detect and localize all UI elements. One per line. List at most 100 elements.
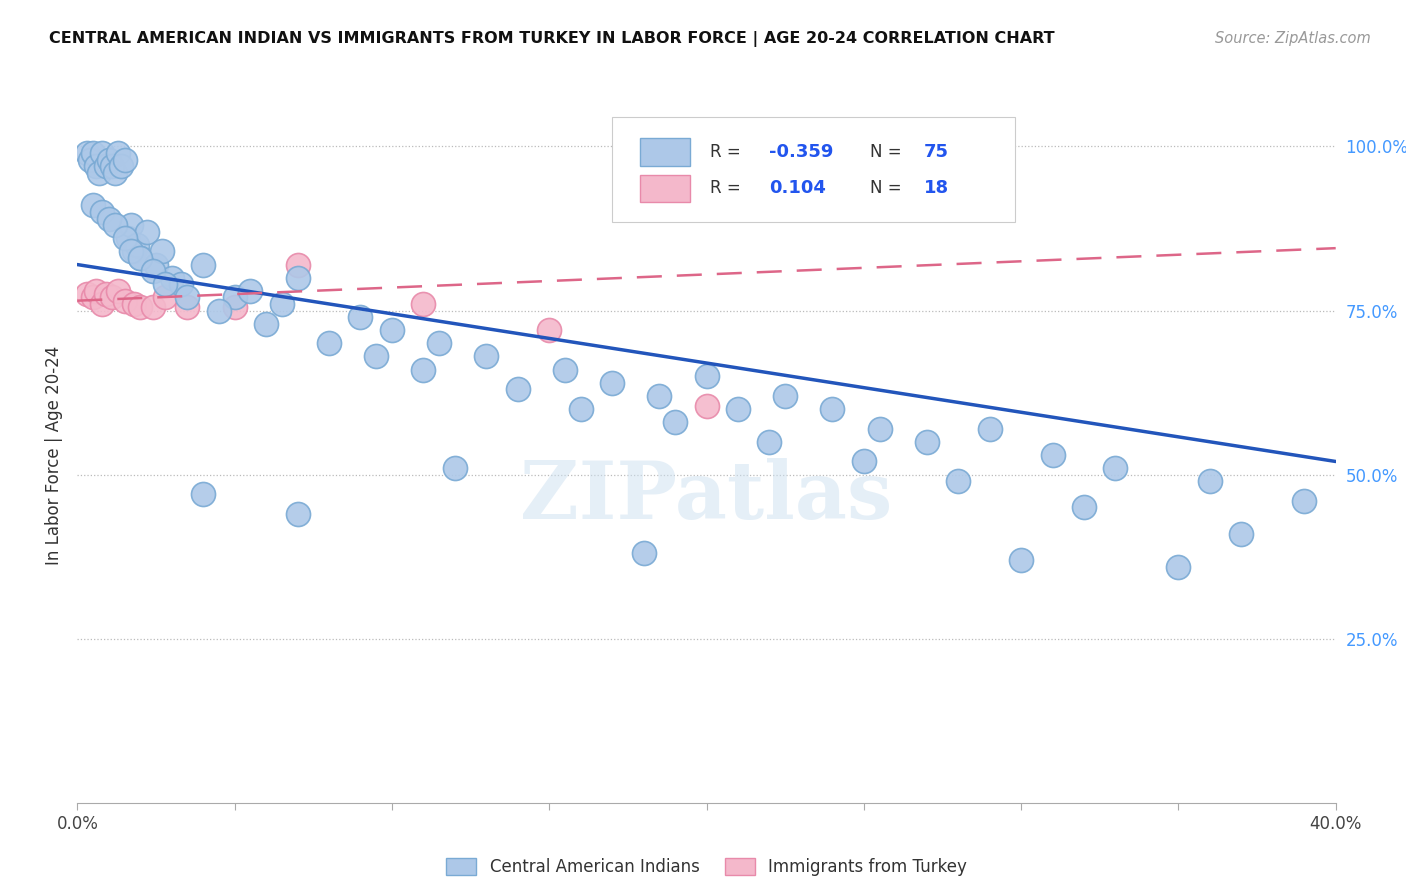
Point <box>444 461 467 475</box>
Text: Source: ZipAtlas.com: Source: ZipAtlas.com <box>1215 31 1371 46</box>
Point <box>122 244 145 259</box>
Point <box>129 251 152 265</box>
Point <box>1042 448 1064 462</box>
Point <box>76 287 98 301</box>
Point <box>114 153 136 167</box>
Point <box>554 362 576 376</box>
Point <box>224 300 246 314</box>
Text: R =: R = <box>710 179 747 197</box>
Point <box>101 290 124 304</box>
Point <box>176 290 198 304</box>
Point <box>155 277 177 292</box>
Text: 18: 18 <box>924 179 949 197</box>
Point <box>120 244 142 259</box>
Point <box>97 153 120 167</box>
Point <box>648 389 671 403</box>
Point <box>104 218 127 232</box>
Point <box>475 350 498 364</box>
Point <box>82 146 104 161</box>
Point <box>208 303 231 318</box>
Point <box>1073 500 1095 515</box>
Point <box>773 389 796 403</box>
Y-axis label: In Labor Force | Age 20-24: In Labor Force | Age 20-24 <box>45 345 63 565</box>
Point <box>191 487 215 501</box>
Point <box>107 146 129 161</box>
Text: CENTRAL AMERICAN INDIAN VS IMMIGRANTS FROM TURKEY IN LABOR FORCE | AGE 20-24 COR: CENTRAL AMERICAN INDIAN VS IMMIGRANTS FR… <box>49 31 1054 47</box>
Point <box>84 284 107 298</box>
Point <box>506 382 529 396</box>
Point <box>160 270 183 285</box>
Point <box>254 317 277 331</box>
Point <box>135 225 157 239</box>
Point <box>107 284 129 298</box>
Point <box>127 238 149 252</box>
Point <box>82 290 104 304</box>
Point <box>869 422 891 436</box>
Text: 75: 75 <box>924 144 949 161</box>
Point <box>349 310 371 324</box>
Point <box>600 376 623 390</box>
Point <box>696 369 718 384</box>
Point <box>142 264 165 278</box>
Point <box>287 258 309 272</box>
Text: 0.104: 0.104 <box>769 179 827 197</box>
Point <box>91 297 114 311</box>
Point <box>569 401 592 416</box>
Point <box>727 401 749 416</box>
Point <box>82 198 104 212</box>
Point <box>117 231 139 245</box>
Point <box>129 300 152 314</box>
Point <box>170 277 193 292</box>
Point <box>145 258 167 272</box>
Point <box>633 546 655 560</box>
Point <box>79 153 101 167</box>
Point <box>366 350 388 364</box>
Point <box>948 474 970 488</box>
Point <box>758 434 780 449</box>
Point <box>1230 526 1253 541</box>
Bar <box>640 138 690 166</box>
Point <box>104 166 127 180</box>
Point <box>287 507 309 521</box>
Text: R =: R = <box>710 144 747 161</box>
Point <box>412 297 434 311</box>
Point <box>176 300 198 314</box>
Point <box>150 244 173 259</box>
FancyBboxPatch shape <box>612 118 1015 222</box>
Point <box>91 146 114 161</box>
Legend: Central American Indians, Immigrants from Turkey: Central American Indians, Immigrants fro… <box>440 851 973 883</box>
Point <box>427 336 450 351</box>
Point <box>287 270 309 285</box>
Point <box>122 297 145 311</box>
Point <box>239 284 262 298</box>
Point <box>91 205 114 219</box>
Point <box>1104 461 1126 475</box>
Point <box>76 146 98 161</box>
Point <box>224 290 246 304</box>
Point <box>114 293 136 308</box>
Bar <box>640 175 690 202</box>
Point <box>110 159 132 173</box>
Text: ZIPatlas: ZIPatlas <box>520 458 893 536</box>
Point <box>120 218 142 232</box>
Point <box>94 159 117 173</box>
Text: N =: N = <box>870 179 907 197</box>
Point <box>979 422 1001 436</box>
Text: -0.359: -0.359 <box>769 144 834 161</box>
Point <box>1167 559 1189 574</box>
Point <box>191 258 215 272</box>
Point <box>915 434 938 449</box>
Point <box>1294 494 1316 508</box>
Point <box>97 211 120 226</box>
Point <box>270 297 292 311</box>
Point <box>664 415 686 429</box>
Point <box>381 323 404 337</box>
Point <box>1010 553 1032 567</box>
Point <box>852 454 875 468</box>
Point <box>821 401 844 416</box>
Point <box>84 159 107 173</box>
Text: N =: N = <box>870 144 907 161</box>
Point <box>142 300 165 314</box>
Point <box>1198 474 1220 488</box>
Point <box>94 287 117 301</box>
